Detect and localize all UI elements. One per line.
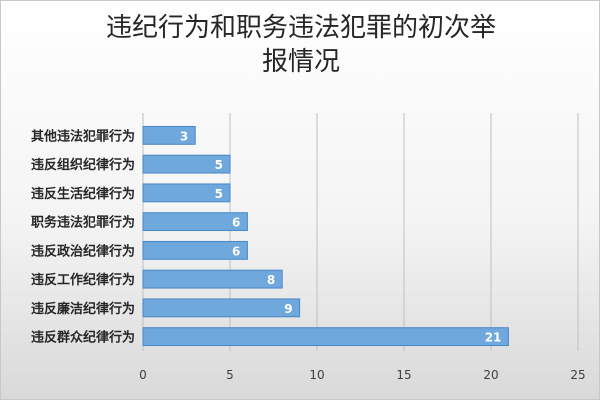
data-label: 6	[232, 216, 240, 230]
x-tick-label: 5	[226, 368, 234, 382]
bar	[142, 269, 283, 289]
bar	[142, 125, 196, 145]
category-label: 违反工作纪律行为	[31, 272, 135, 288]
bar	[142, 298, 301, 318]
x-tick-label: 15	[396, 368, 411, 382]
category-label: 职务违法犯罪行为	[31, 215, 135, 231]
x-tick-label: 10	[309, 368, 324, 382]
data-label: 3	[180, 129, 188, 143]
data-label: 21	[485, 331, 502, 345]
category-label: 违反生活纪律行为	[31, 186, 135, 202]
bar	[142, 183, 231, 203]
category-label: 违反群众纪律行为	[31, 330, 135, 346]
x-tick-label: 0	[139, 368, 147, 382]
data-label: 5	[215, 158, 223, 172]
bar	[142, 240, 248, 260]
category-label: 违反组织纪律行为	[31, 157, 135, 173]
bar	[142, 327, 509, 347]
category-label: 违反政治纪律行为	[31, 243, 135, 259]
bar	[142, 154, 231, 174]
data-label: 5	[215, 187, 223, 201]
x-tick-label: 20	[483, 368, 498, 382]
bar	[142, 212, 248, 232]
x-tick-label: 25	[570, 368, 585, 382]
data-label: 6	[232, 244, 240, 258]
category-label: 违反廉洁纪律行为	[31, 301, 135, 317]
data-label: 9	[284, 302, 292, 316]
category-label: 其他违法犯罪行为	[31, 128, 135, 144]
data-label: 8	[267, 273, 275, 287]
chart-title: 违纪行为和职务违法犯罪的初次举报情况	[105, 13, 496, 77]
